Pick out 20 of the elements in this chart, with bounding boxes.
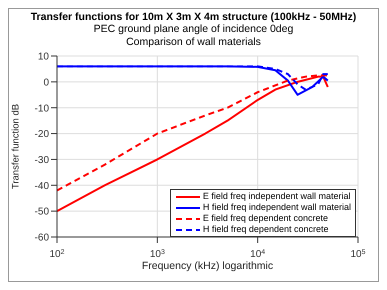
x-tick-label: 10$^{2}$	[49, 248, 65, 260]
chart-subtitle: PEC ground plane angle of incidence 0deg Comparison of wall materials	[92, 23, 294, 49]
chart-title: Transfer functions for 10m X 3m X 4m structure (100kHz - 50MHz)	[30, 11, 358, 23]
y-tick-label: -30	[34, 154, 50, 166]
y-tick-label: -60	[34, 232, 50, 244]
legend-label: E field freq independent wall material	[202, 191, 350, 202]
x-axis-title: Frequency (kHz) logarithmic	[142, 260, 274, 272]
y-tick-label: -20	[34, 129, 50, 140]
x-tick-label: 10$^{3}$	[150, 248, 165, 260]
legend-label: E field freq dependent concrete	[202, 213, 328, 224]
y-axis-title: Transfer function dB	[10, 104, 22, 190]
y-tick-label: 0	[43, 77, 50, 88]
legend-label: H field freq dependent concrete	[202, 224, 328, 235]
y-tick-label: -10	[34, 103, 50, 114]
y-tick-label: -40	[34, 180, 50, 192]
x-tick-label: 10$^{4}$	[250, 248, 266, 260]
y-tick-label: 10	[38, 52, 50, 63]
legend-label: H field freq independent wall material	[202, 202, 351, 213]
y-tick-label: -50	[34, 206, 50, 218]
x-tick-label: 10$^{5}$	[350, 248, 366, 260]
